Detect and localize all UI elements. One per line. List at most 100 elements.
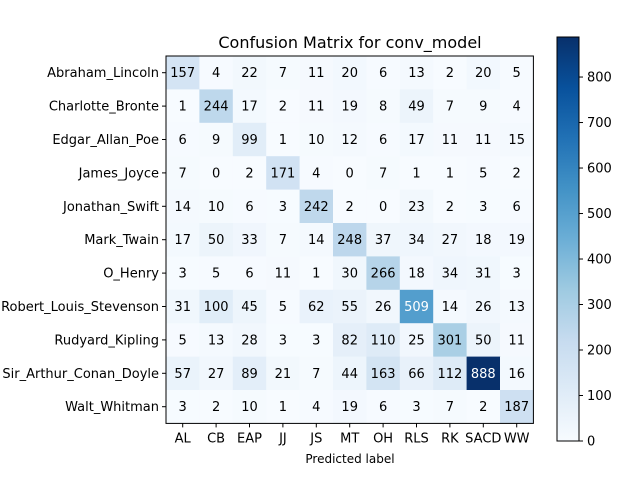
y-tick-label: O_Henry <box>103 267 159 282</box>
matrix-cell-value: 7 <box>446 400 454 415</box>
matrix-cell-value: 5 <box>179 333 187 348</box>
x-tick-label: OH <box>373 431 393 446</box>
matrix-cell <box>266 223 301 257</box>
matrix-cell-value: 11 <box>442 133 459 148</box>
x-tick-label: CB <box>207 431 225 446</box>
matrix-cell <box>399 223 434 257</box>
matrix-cell-value: 100 <box>204 300 229 315</box>
matrix-cell <box>433 223 468 257</box>
matrix-cell-value: 3 <box>312 333 320 348</box>
matrix-cell <box>299 56 334 90</box>
matrix-cell-value: 9 <box>479 100 487 115</box>
matrix-cell-value: 6 <box>379 133 387 148</box>
matrix-cell <box>399 256 434 291</box>
matrix-cell <box>199 323 234 358</box>
x-tick-label: JS <box>309 431 322 446</box>
matrix-cell-value: 20 <box>341 66 358 81</box>
matrix-cell-value: 3 <box>479 200 487 215</box>
matrix-cell <box>433 189 468 224</box>
matrix-cell <box>433 89 468 124</box>
matrix-cell-value: 34 <box>442 267 459 282</box>
matrix-cell <box>333 289 367 324</box>
matrix-cell-value: 89 <box>241 367 258 382</box>
matrix-cell-value: 248 <box>337 233 362 248</box>
matrix-cell-value: 22 <box>241 66 258 81</box>
matrix-cell-value: 6 <box>513 200 521 215</box>
matrix-cell <box>466 323 501 358</box>
x-tick-label: JJ <box>278 431 287 446</box>
matrix-cell <box>266 56 301 90</box>
matrix-cell <box>232 223 267 257</box>
matrix-cell-value: 45 <box>241 300 258 315</box>
colorbar-tick-label: 500 <box>587 207 612 222</box>
matrix-cell-value: 7 <box>379 166 387 181</box>
matrix-cell-value: 1 <box>312 267 320 282</box>
matrix-cell-value: 11 <box>308 66 325 81</box>
matrix-cell-value: 44 <box>341 367 358 382</box>
matrix-cell <box>333 122 367 157</box>
matrix-cell-value: 244 <box>204 100 229 115</box>
matrix-cell <box>299 323 334 358</box>
matrix-cell-value: 17 <box>174 233 191 248</box>
matrix-cell <box>166 56 200 90</box>
matrix-cell <box>399 89 434 124</box>
matrix-cell-value: 0 <box>346 166 354 181</box>
matrix-cell-value: 509 <box>404 300 429 315</box>
colorbar-tick-label: 300 <box>587 298 612 313</box>
matrix-cell <box>466 56 501 90</box>
matrix-cell <box>500 256 534 291</box>
matrix-cell-value: 2 <box>446 200 454 215</box>
colorbar-tick-label: 0 <box>587 435 595 450</box>
matrix-cell <box>166 189 200 224</box>
matrix-cell <box>333 56 367 90</box>
matrix-cell <box>333 156 367 191</box>
matrix-cell-value: 3 <box>179 267 187 282</box>
matrix-cell <box>266 289 301 324</box>
matrix-cell <box>366 256 401 291</box>
matrix-cell <box>199 156 234 191</box>
matrix-cell <box>466 223 501 257</box>
matrix-cell-value: 57 <box>174 367 191 382</box>
matrix-cell <box>399 156 434 191</box>
y-tick-label: Edgar_Allan_Poe <box>52 133 159 148</box>
x-tick-label: SACD <box>465 431 501 446</box>
matrix-cell-value: 4 <box>312 400 320 415</box>
matrix-cell <box>232 356 267 391</box>
matrix-cell <box>299 289 334 324</box>
matrix-cell <box>266 256 301 291</box>
matrix-cell-value: 3 <box>279 200 287 215</box>
matrix-cell <box>266 89 301 124</box>
matrix-cell <box>199 390 234 424</box>
matrix-cell-value: 3 <box>179 400 187 415</box>
y-tick-label: Jonathan_Swift <box>62 200 159 215</box>
matrix-cell-value: 6 <box>245 200 253 215</box>
matrix-cell-value: 3 <box>412 400 420 415</box>
matrix-cell <box>399 189 434 224</box>
matrix-cell <box>500 289 534 324</box>
matrix-cell <box>266 156 301 191</box>
matrix-cell <box>232 289 267 324</box>
matrix-cell-value: 2 <box>479 400 487 415</box>
matrix-cell-value: 13 <box>408 66 425 81</box>
matrix-cell <box>433 256 468 291</box>
matrix-cell-value: 19 <box>341 100 358 115</box>
matrix-cell-value: 82 <box>341 333 358 348</box>
matrix-cell-value: 30 <box>341 267 358 282</box>
matrix-cell-value: 14 <box>308 233 325 248</box>
y-tick-label: Robert_Louis_Stevenson <box>1 300 159 315</box>
matrix-cell-value: 27 <box>208 367 225 382</box>
matrix-cell <box>399 323 434 358</box>
matrix-cell-value: 62 <box>308 300 325 315</box>
matrix-cell <box>232 122 267 157</box>
matrix-cell-value: 49 <box>408 100 425 115</box>
colorbar <box>556 36 580 442</box>
matrix-cell <box>500 390 534 424</box>
matrix-cell-value: 7 <box>279 66 287 81</box>
matrix-cells <box>166 56 534 424</box>
matrix-cell-value: 50 <box>475 333 492 348</box>
matrix-cell <box>166 89 200 124</box>
matrix-cell-value: 13 <box>208 333 225 348</box>
colorbar-tick-label: 400 <box>587 253 612 268</box>
matrix-cell <box>466 289 501 324</box>
matrix-cell-value: 2 <box>513 166 521 181</box>
